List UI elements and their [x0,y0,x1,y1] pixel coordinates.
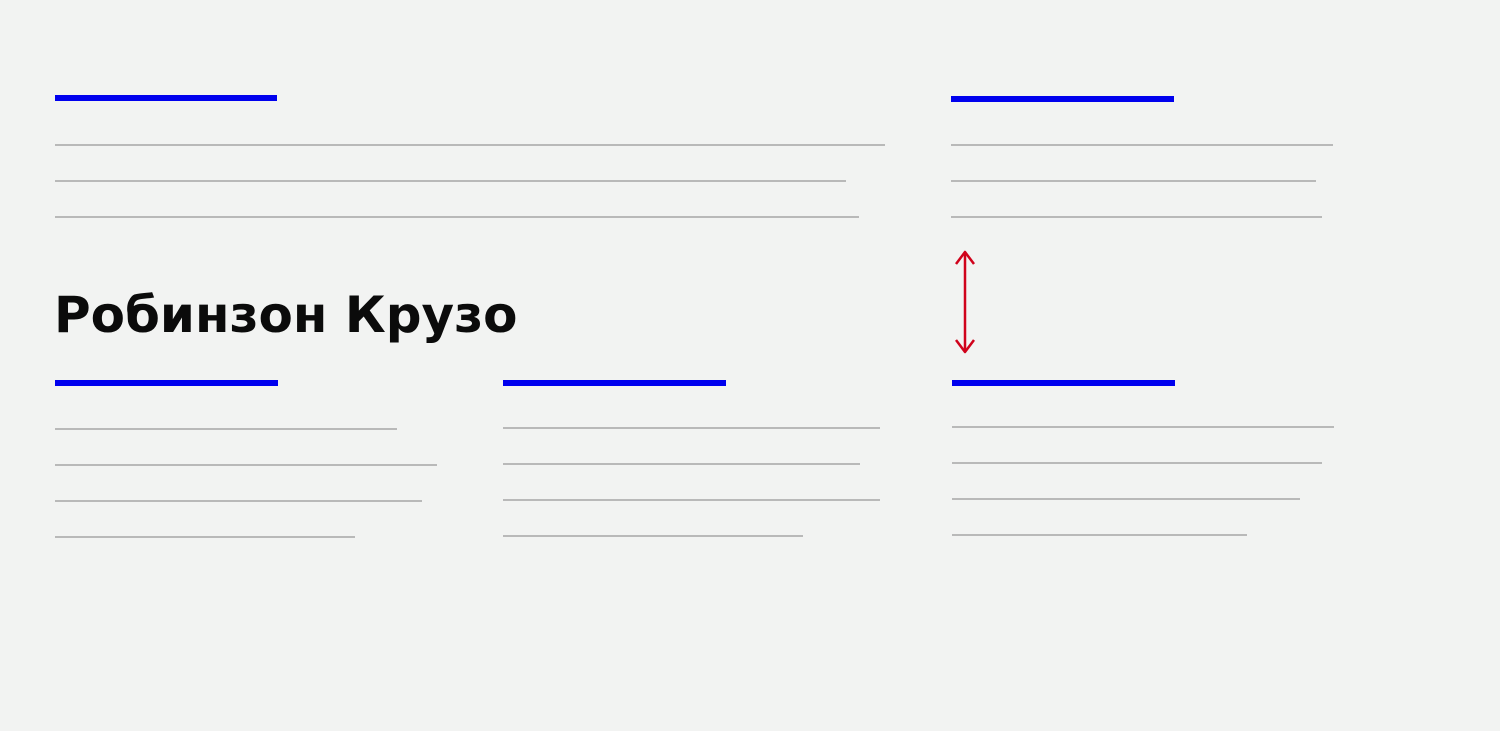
text-line [952,462,1322,464]
text-line [503,535,803,537]
text-line [55,500,422,502]
text-line [55,144,885,146]
text-line [503,463,860,465]
text-line [55,464,437,466]
heading-bar [503,380,726,386]
text-line [952,534,1247,536]
vertical-double-arrow-icon [955,250,975,354]
text-line [55,536,355,538]
page-title: Робинзон Крузо [54,286,518,344]
text-line [55,180,846,182]
text-line [55,428,397,430]
heading-bar [55,95,277,101]
heading-bar [951,96,1174,102]
text-line [503,427,880,429]
text-line [951,144,1333,146]
heading-bar [55,380,278,386]
text-line [951,180,1316,182]
text-line [951,216,1322,218]
heading-bar [952,380,1175,386]
text-line [952,426,1334,428]
text-line [503,499,880,501]
text-line [952,498,1300,500]
text-line [55,216,859,218]
